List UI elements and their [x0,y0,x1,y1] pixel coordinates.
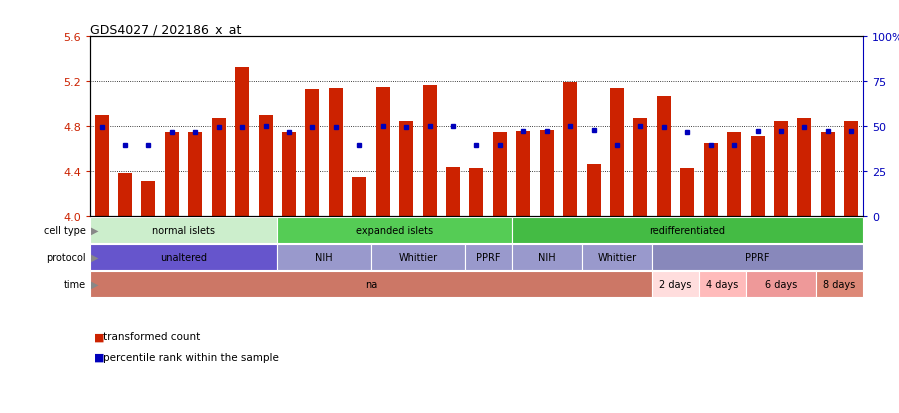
Bar [816,271,863,297]
Bar [652,244,863,270]
Bar [469,169,484,216]
Bar [90,217,277,243]
Bar [446,167,460,216]
Bar [376,88,390,216]
Bar [465,244,512,270]
Text: ▶: ▶ [91,279,98,289]
Text: ▶: ▶ [91,252,98,262]
Text: 4 days: 4 days [707,279,739,289]
Bar [821,133,835,216]
Bar [539,130,554,216]
Text: na: na [365,279,378,289]
Text: transformed count: transformed count [103,332,200,342]
Text: percentile rank within the sample: percentile rank within the sample [103,352,280,362]
Bar [582,244,652,270]
Text: PPRF: PPRF [476,252,501,262]
Bar [371,244,465,270]
Bar [90,244,277,270]
Bar [727,133,741,216]
Bar [657,97,671,216]
Bar [277,217,512,243]
Bar [493,133,507,216]
Bar [652,271,699,297]
Bar [797,119,812,216]
Bar [512,217,863,243]
Text: Whittier: Whittier [598,252,636,262]
Text: time: time [63,279,85,289]
Text: PPRF: PPRF [745,252,770,262]
Bar [704,144,717,216]
Text: normal islets: normal islets [152,225,215,235]
Bar [751,137,765,216]
Text: ■: ■ [94,332,105,342]
Text: protocol: protocol [46,252,85,262]
Bar [774,121,788,216]
Bar [610,89,624,216]
Bar [586,165,601,216]
Bar [844,121,859,216]
Text: unaltered: unaltered [160,252,207,262]
Bar [94,116,109,216]
Bar [352,177,367,216]
Bar [277,244,371,270]
Text: 2 days: 2 days [660,279,692,289]
Bar [563,83,577,216]
Text: GDS4027 / 202186_x_at: GDS4027 / 202186_x_at [90,23,241,36]
Text: Whittier: Whittier [398,252,438,262]
Bar [306,90,319,216]
Bar [90,271,652,297]
Bar [141,182,156,216]
Bar [165,133,179,216]
Bar [282,133,296,216]
Text: redifferentiated: redifferentiated [649,225,725,235]
Bar [699,271,746,297]
Text: expanded islets: expanded islets [356,225,433,235]
Bar [423,85,437,216]
Bar [681,169,694,216]
Text: ■: ■ [94,352,105,362]
Bar [512,244,582,270]
Text: ▶: ▶ [91,225,98,235]
Bar [746,271,816,297]
Bar [329,89,343,216]
Bar [212,119,226,216]
Bar [634,119,647,216]
Text: cell type: cell type [43,225,85,235]
Bar [399,121,414,216]
Bar [516,131,530,216]
Bar [188,133,202,216]
Text: 8 days: 8 days [823,279,856,289]
Bar [118,174,132,216]
Bar [259,116,272,216]
Text: 6 days: 6 days [765,279,797,289]
Text: NIH: NIH [538,252,556,262]
Text: NIH: NIH [316,252,333,262]
Bar [236,67,249,216]
